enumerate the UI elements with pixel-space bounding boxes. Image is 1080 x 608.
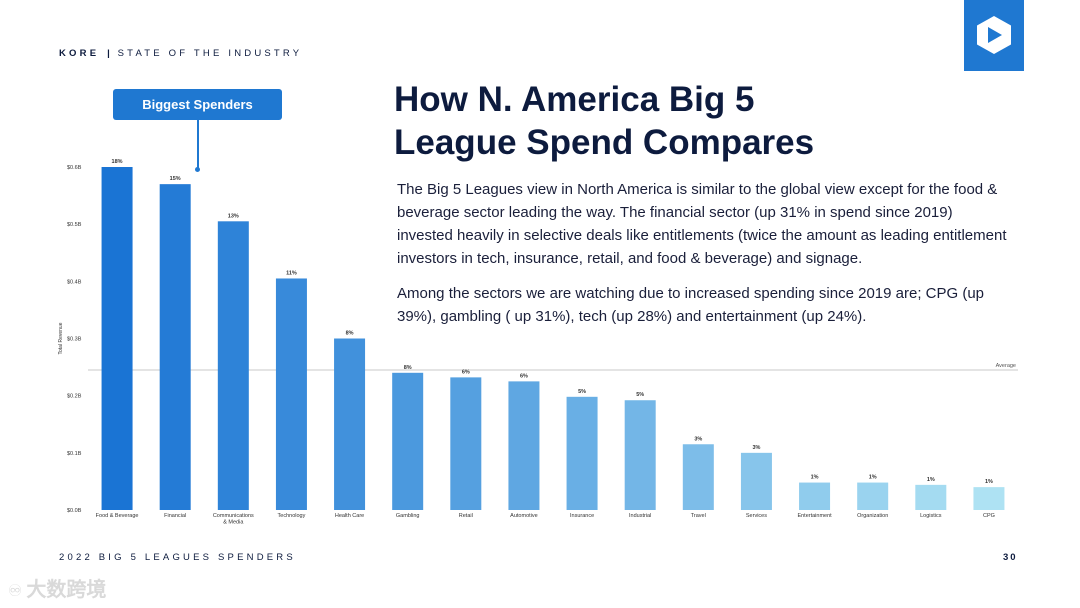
- bar-data-label: 1%: [927, 477, 935, 483]
- bar: [915, 484, 947, 510]
- x-tick-label: Communications & Media: [213, 513, 254, 526]
- brand-name: KORE: [59, 48, 100, 59]
- bar-data-label: 15%: [170, 176, 181, 182]
- bar-data-label: 18%: [112, 159, 123, 165]
- x-tick-label: Retail: [459, 513, 473, 519]
- bar-data-label: 6%: [520, 373, 528, 379]
- y-tick-label: $0.5B: [67, 222, 82, 228]
- body-paragraph-1: The Big 5 Leagues view in North America …: [397, 181, 1007, 267]
- bar-data-label: 13%: [228, 213, 239, 219]
- bar: [799, 482, 831, 510]
- watermark: ♾ 大数跨境: [8, 573, 106, 602]
- header-subtitle: STATE OF THE INDUSTRY: [117, 48, 303, 59]
- x-tick-label: Industrial: [629, 513, 651, 519]
- y-tick-label: $0.1B: [67, 451, 82, 457]
- brand-separator: |: [107, 48, 110, 59]
- watermark-logo-icon: ♾: [8, 581, 23, 600]
- body-text: The Big 5 Leagues view in North America …: [397, 178, 1007, 340]
- bar-data-label: 8%: [404, 365, 412, 371]
- bar: [392, 372, 424, 510]
- bar-data-label: 1%: [811, 475, 819, 481]
- y-tick-label: $0.2B: [67, 394, 82, 400]
- x-tick-label: CPG: [983, 513, 995, 519]
- bar: [973, 487, 1005, 510]
- footer-caption: 2022 BIG 5 LEAGUES SPENDERS: [59, 552, 296, 563]
- bar-data-label: 5%: [636, 392, 644, 398]
- x-tick-label: Financial: [164, 513, 186, 519]
- x-tick-label: Food & Beverage: [96, 513, 139, 519]
- x-tick-label: Insurance: [570, 513, 594, 519]
- bar-data-label: 6%: [462, 369, 470, 375]
- x-tick-label: Automotive: [510, 513, 538, 519]
- bar: [857, 482, 889, 510]
- title-line-1: How N. America Big 5: [394, 80, 755, 119]
- average-label: Average: [996, 363, 1016, 369]
- bar: [508, 381, 540, 510]
- x-tick-label: Travel: [691, 513, 706, 519]
- bar: [682, 444, 714, 510]
- x-tick-label: Entertainment: [797, 513, 832, 519]
- x-tick-label: Health Care: [335, 513, 364, 519]
- body-paragraph-2: Among the sectors we are watching due to…: [397, 285, 985, 325]
- callout-connector: [197, 120, 199, 169]
- spend-bar-chart: $0.0B $0.1B $0.2B $0.3B $0.4B $0.5B $0.6B Total…: [58, 159, 1018, 526]
- bar-data-label: 11%: [286, 270, 297, 276]
- bar: [566, 396, 598, 510]
- x-tick-label: Technology: [278, 513, 306, 519]
- bar: [159, 184, 191, 510]
- x-tick-label: Organization: [857, 513, 888, 519]
- header-brand: KORE | STATE OF THE INDUSTRY: [59, 48, 302, 59]
- bar: [217, 221, 249, 510]
- y-tick-label: $0.0B: [67, 508, 82, 514]
- title-line-2: League Spend Compares: [394, 123, 815, 162]
- bar: [334, 338, 366, 510]
- bar-data-label: 5%: [578, 389, 586, 395]
- bar: [740, 452, 772, 510]
- x-tick-label: Services: [746, 513, 767, 519]
- bar-data-label: 3%: [752, 445, 760, 451]
- kore-logo: [964, 0, 1024, 71]
- y-tick-label: $0.4B: [67, 279, 82, 285]
- watermark-text: 大数跨境: [26, 577, 107, 601]
- page-title: How N. America Big 5 League Spend Compar…: [394, 78, 954, 164]
- y-axis-title: Total Revenue: [58, 322, 64, 354]
- bar: [101, 167, 133, 510]
- bar: [450, 377, 482, 510]
- bar: [275, 278, 307, 510]
- kore-logo-icon: [977, 16, 1011, 54]
- bar-data-label: 1%: [869, 475, 877, 481]
- bar-data-label: 3%: [694, 436, 702, 442]
- x-tick-label: Logistics: [920, 513, 942, 519]
- y-tick-label: $0.6B: [67, 165, 82, 171]
- page-number: 30: [1003, 552, 1018, 563]
- y-tick-label: $0.3B: [67, 337, 82, 343]
- bar-data-label: 8%: [346, 331, 354, 337]
- bar: [624, 400, 656, 510]
- biggest-spenders-callout: Biggest Spenders: [113, 89, 282, 120]
- x-tick-label: Gambling: [396, 513, 420, 519]
- callout-dot: [195, 167, 200, 172]
- bar-data-label: 1%: [985, 479, 993, 485]
